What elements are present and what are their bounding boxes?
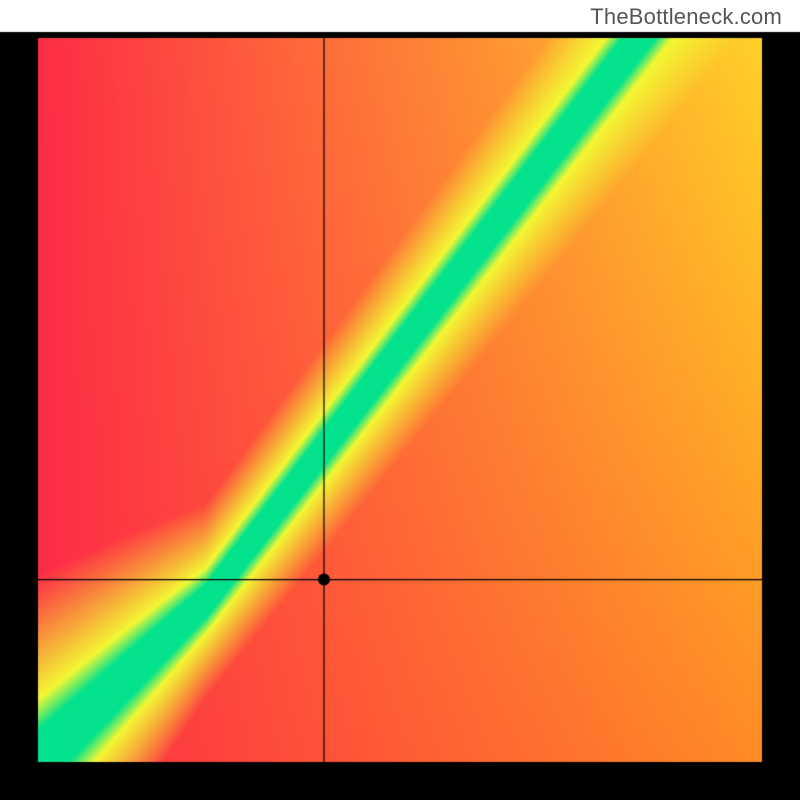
- chart-container: TheBottleneck.com: [0, 0, 800, 800]
- watermark-text: TheBottleneck.com: [590, 4, 782, 30]
- bottleneck-heatmap-canvas: [0, 0, 800, 800]
